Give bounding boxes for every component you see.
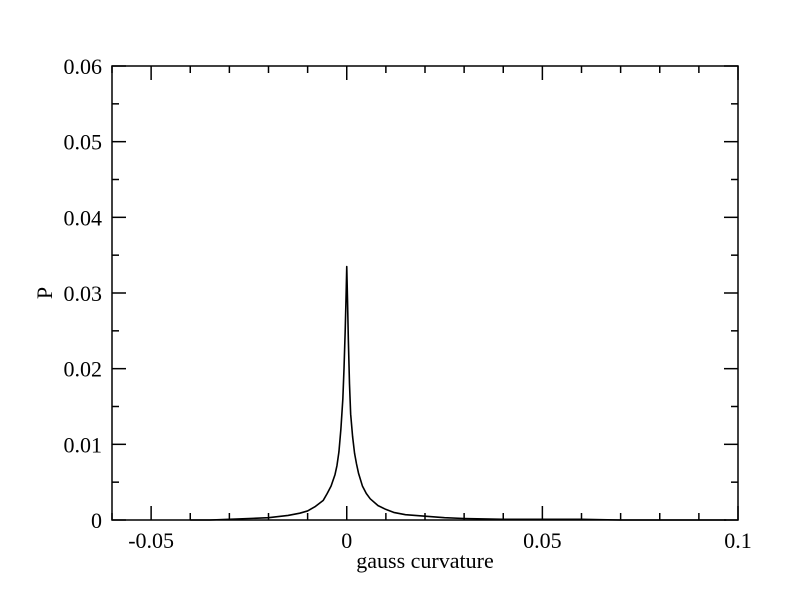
axis-tick-labels: -0.05 0 0.05 0.1 0 0.01 0.02 0.03 0.04 0.05 0.06: [64, 54, 752, 553]
y-tick-label: 0.06: [64, 54, 103, 79]
y-tick-label: 0: [91, 508, 102, 533]
y-tick-label: 0.04: [64, 205, 103, 230]
y-axis-title: P: [32, 287, 57, 299]
y-tick-label: 0.05: [64, 130, 103, 155]
y-tick-label: 0.03: [64, 281, 103, 306]
y-tick-label: 0.01: [64, 432, 103, 457]
x-tick-label: 0.1: [724, 528, 752, 553]
x-axis-title: gauss curvature: [356, 548, 493, 573]
y-tick-label: 0.02: [64, 357, 103, 382]
series-line: [190, 265, 727, 521]
plot-frame: [111, 65, 739, 521]
x-tick-label: 0: [341, 528, 352, 553]
axis-ticks: [111, 65, 739, 521]
x-tick-label: -0.05: [128, 528, 174, 553]
x-tick-label: 0.05: [523, 528, 562, 553]
